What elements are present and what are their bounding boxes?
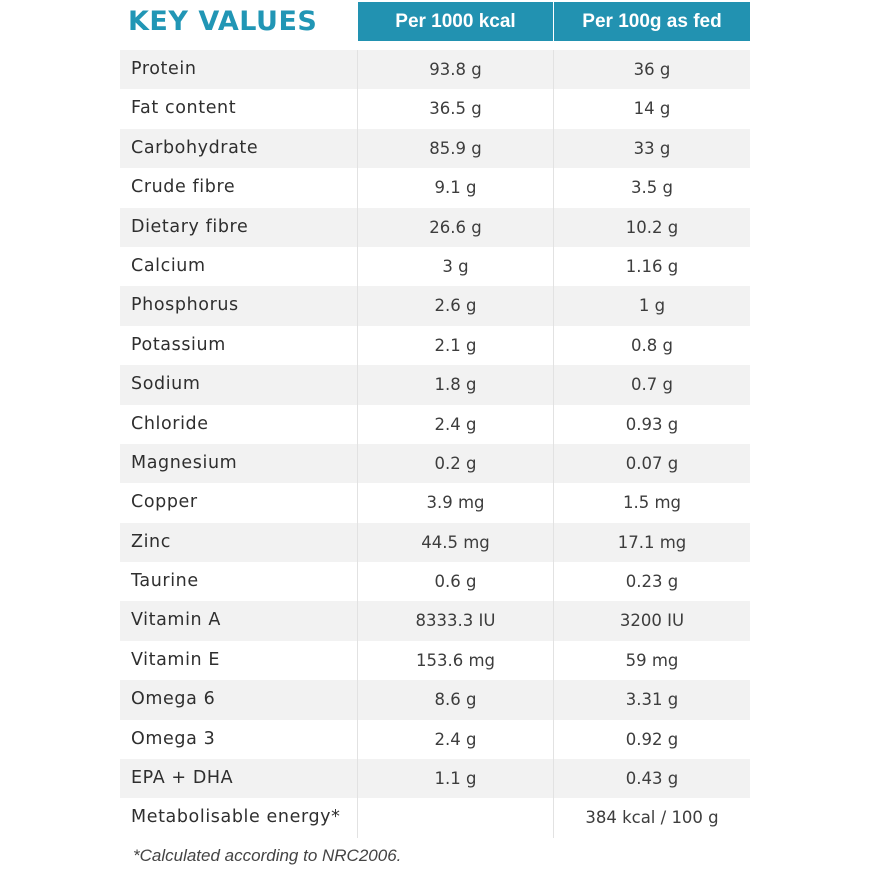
value-per-1000-kcal (357, 798, 553, 838)
value-per-100g: 17.1 mg (553, 522, 750, 563)
value-per-1000-kcal: 2.1 g (357, 325, 553, 366)
table-row: Carbohydrate 85.9 g 33 g (120, 128, 750, 169)
nutrient-name: Omega 6 (120, 680, 357, 720)
value-per-100g: 0.92 g (553, 719, 750, 760)
value-per-100g: 0.23 g (553, 562, 750, 602)
value-per-1000-kcal: 2.4 g (357, 719, 553, 760)
value-per-100g: 3.5 g (553, 168, 750, 208)
table-row: Omega 3 2.4 g 0.92 g (120, 719, 750, 760)
page-title: KEY VALUES (128, 6, 318, 37)
value-per-1000-kcal: 8.6 g (357, 680, 553, 720)
value-per-100g: 33 g (553, 128, 750, 169)
value-per-1000-kcal: 0.6 g (357, 562, 553, 602)
value-per-100g: 59 mg (553, 640, 750, 681)
footnote: *Calculated according to NRC2006. (133, 846, 402, 865)
value-per-1000-kcal: 3 g (357, 246, 553, 287)
value-per-100g: 1.16 g (553, 246, 750, 287)
nutrient-name: Zinc (120, 522, 357, 563)
nutrient-name: Omega 3 (131, 728, 216, 749)
value-per-100g: 36 g (553, 50, 750, 90)
value-per-1000-kcal: 2.6 g (357, 286, 553, 326)
nutrient-name: Phosphorus (120, 286, 357, 326)
table-row: Vitamin E 153.6 mg 59 mg (120, 640, 750, 681)
nutrient-name: Chloride (131, 413, 209, 434)
table-row: Crude fibre 9.1 g 3.5 g (120, 168, 750, 208)
table-row: EPA + DHA 1.1 g 0.43 g (120, 759, 750, 799)
nutrient-name: Carbohydrate (120, 128, 357, 169)
value-per-1000-kcal: 1.8 g (357, 365, 553, 405)
nutrient-name: Protein (120, 50, 357, 90)
table-row: Protein 93.8 g 36 g (120, 50, 750, 90)
value-per-100g: 0.8 g (553, 325, 750, 366)
table-row: Sodium 1.8 g 0.7 g (120, 365, 750, 405)
value-per-100g: 0.93 g (553, 404, 750, 444)
nutrient-name: Fat content (131, 98, 237, 119)
table-row: Taurine 0.6 g 0.23 g (120, 562, 750, 602)
nutrient-name: Vitamin A (120, 601, 357, 641)
table-row: Potassium 2.1 g 0.8 g (120, 325, 750, 366)
value-per-100g: 3.31 g (553, 680, 750, 720)
nutrient-name: Sodium (120, 365, 357, 405)
nutrient-name: Magnesium (120, 443, 357, 484)
nutrient-name: Metabolisable energy* (131, 807, 341, 828)
nutrient-name: Potassium (131, 334, 226, 355)
nutrient-name: Calcium (131, 255, 206, 276)
value-per-1000-kcal: 26.6 g (357, 207, 553, 247)
nutrient-name: EPA + DHA (120, 759, 357, 799)
value-per-1000-kcal: 1.1 g (357, 759, 553, 799)
value-per-100g: 1.5 mg (553, 483, 750, 523)
table-row: Fat content 36.5 g 14 g (120, 89, 750, 129)
value-per-1000-kcal: 0.2 g (357, 443, 553, 484)
value-per-1000-kcal: 93.8 g (357, 50, 553, 90)
column-header-per-1000-kcal: Per 1000 kcal (358, 2, 553, 41)
table-row: Magnesium 0.2 g 0.07 g (120, 443, 750, 484)
table-row: Dietary fibre 26.6 g 10.2 g (120, 207, 750, 247)
value-per-1000-kcal: 2.4 g (357, 404, 553, 444)
value-per-1000-kcal: 8333.3 IU (357, 601, 553, 641)
value-per-100g: 3200 IU (553, 601, 750, 641)
value-per-100g: 0.07 g (553, 443, 750, 484)
value-per-1000-kcal: 3.9 mg (357, 483, 553, 523)
column-header-per-100g: Per 100g as fed (554, 2, 750, 41)
value-per-100g: 0.43 g (553, 759, 750, 799)
value-per-1000-kcal: 153.6 mg (357, 640, 553, 681)
nutrient-name: Dietary fibre (120, 207, 357, 247)
value-per-100g: 384 kcal / 100 g (553, 798, 750, 838)
table-row: Copper 3.9 mg 1.5 mg (120, 483, 750, 523)
key-values-table: Protein 93.8 g 36 g Fat content 36.5 g 1… (120, 50, 750, 838)
table-row: Phosphorus 2.6 g 1 g (120, 286, 750, 326)
nutrient-name: Copper (131, 492, 198, 513)
value-per-100g: 1 g (553, 286, 750, 326)
value-per-100g: 0.7 g (553, 365, 750, 405)
nutrient-name: Taurine (131, 571, 199, 592)
table-row: Chloride 2.4 g 0.93 g (120, 404, 750, 444)
table-row: Zinc 44.5 mg 17.1 mg (120, 522, 750, 563)
table-row: Calcium 3 g 1.16 g (120, 246, 750, 287)
value-per-1000-kcal: 36.5 g (357, 89, 553, 129)
value-per-100g: 14 g (553, 89, 750, 129)
value-per-1000-kcal: 44.5 mg (357, 522, 553, 563)
nutrient-name: Crude fibre (131, 177, 236, 198)
table-row: Vitamin A 8333.3 IU 3200 IU (120, 601, 750, 641)
nutrient-name: Vitamin E (131, 649, 221, 670)
value-per-100g: 10.2 g (553, 207, 750, 247)
table-row: Omega 6 8.6 g 3.31 g (120, 680, 750, 720)
value-per-1000-kcal: 9.1 g (357, 168, 553, 208)
table-row: Metabolisable energy* 384 kcal / 100 g (120, 798, 750, 838)
value-per-1000-kcal: 85.9 g (357, 128, 553, 169)
